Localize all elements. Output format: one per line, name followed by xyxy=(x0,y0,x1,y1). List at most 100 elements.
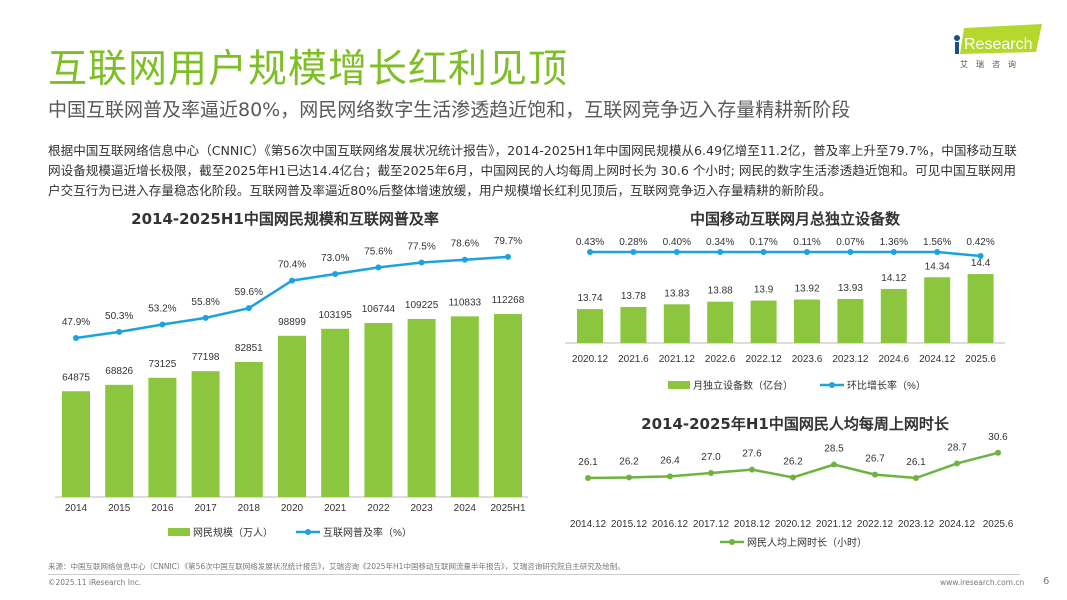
chart1-x-tick: 2023 xyxy=(410,503,433,514)
chart2-point xyxy=(977,253,984,259)
chart3-point xyxy=(831,461,837,468)
chart1-bar xyxy=(234,361,263,497)
chart2-point xyxy=(673,249,680,255)
page-title: 互联网用户规模增长红利见顶 xyxy=(48,47,569,92)
chart3-point xyxy=(790,474,796,481)
chart2-point xyxy=(760,249,767,255)
chart1-bar-label: 109225 xyxy=(405,300,439,311)
chart2-line-label: 0.43% xyxy=(576,237,604,248)
chart1-bar-label: 73125 xyxy=(148,359,176,370)
chart2-x-tick: 2021.6 xyxy=(618,354,649,365)
chart2-legend-line: 环比增长率（%） xyxy=(847,379,926,392)
chart2-point xyxy=(630,249,637,255)
chart3-line-label: 27.6 xyxy=(742,449,762,460)
chart1-line-label: 70.4% xyxy=(278,260,306,271)
chart3-legend-line-marker xyxy=(729,539,735,545)
chart1-point xyxy=(116,328,123,335)
chart1-x-tick: 2015 xyxy=(108,503,131,514)
chart1-bar xyxy=(278,335,306,497)
chart2-title: 中国移动互联网月总独立设备数 xyxy=(689,210,901,228)
page-number: 6 xyxy=(1043,576,1050,587)
chart2-point xyxy=(717,249,724,255)
chart2-x-tick: 2023.6 xyxy=(792,354,823,365)
chart2-x-tick: 2024.12 xyxy=(919,354,956,365)
svg-text:Research: Research xyxy=(964,36,1032,53)
chart3-x-tick: 2024.12 xyxy=(939,519,976,530)
chart1-line-label: 50.3% xyxy=(105,311,133,322)
chart3-x-tick: 2025.6 xyxy=(983,519,1014,530)
chart2-point xyxy=(890,249,897,255)
chart2-x-tick: 2023.12 xyxy=(832,354,869,365)
chart3-x-tick: 2022.12 xyxy=(857,519,894,530)
chart1-line-label: 47.9% xyxy=(62,317,90,328)
chart2-bar-label: 13.9 xyxy=(754,285,774,296)
chart1-bar xyxy=(407,318,436,497)
chart1-bar xyxy=(105,384,134,497)
chart2-x-tick: 2024.6 xyxy=(879,354,910,365)
chart1-bar-label: 64875 xyxy=(62,372,90,383)
chart2-bar xyxy=(924,277,951,343)
chart1-bar xyxy=(321,328,350,497)
chart2-point xyxy=(934,249,941,255)
footer-divider xyxy=(48,574,1020,575)
chart1-bar xyxy=(191,371,220,497)
chart3-line-label: 26.7 xyxy=(865,454,885,465)
chart1-x-tick: 2020 xyxy=(281,503,304,514)
chart1-bar-label: 106744 xyxy=(362,304,396,315)
chart1-line-label: 59.6% xyxy=(235,287,263,298)
chart2-bar xyxy=(663,304,690,343)
chart1-point xyxy=(418,259,425,266)
logo-graphic: Research 艾 瑞 咨 询 xyxy=(954,24,1042,69)
chart1-point xyxy=(202,314,209,321)
chart1-point xyxy=(332,270,339,277)
chart1-legend-line-marker xyxy=(305,529,311,535)
chart3-x-tick: 2018.12 xyxy=(734,519,771,530)
chart3-line-label: 28.7 xyxy=(947,442,967,453)
chart3-point xyxy=(749,466,755,473)
chart1-x-tick: 2016 xyxy=(151,503,174,514)
chart1-point xyxy=(505,253,511,260)
chart3-line-label: 26.1 xyxy=(578,457,598,468)
chart3-legend-line: 网民人均上网时长（小时） xyxy=(747,537,867,549)
chart3-line-label: 28.5 xyxy=(824,444,844,455)
chart1-line-label: 77.5% xyxy=(407,242,435,253)
chart3-x-tick: 2017.12 xyxy=(693,519,730,530)
chart2-line-label: 0.28% xyxy=(619,237,647,248)
chart1-x-tick: 2017 xyxy=(194,503,217,514)
chart3-x-tick: 2016.12 xyxy=(652,519,689,530)
chart1-bar-label: 103195 xyxy=(319,310,353,321)
website-link[interactable]: www.iresearch.com.cn xyxy=(940,578,1025,587)
iresearch-logo: Research 艾 瑞 咨 询 xyxy=(950,24,1045,69)
chart2-bar-label: 13.74 xyxy=(577,293,602,304)
chart3-line-label: 30.6 xyxy=(988,432,1008,443)
chart2-line-label: 0.07% xyxy=(836,237,864,248)
chart1-bar xyxy=(148,377,177,497)
chart2-x-tick: 2022.12 xyxy=(746,354,783,365)
chart2-legend-bar: 月独立设备数（亿台） xyxy=(693,379,793,392)
chart2-point xyxy=(804,249,810,255)
chart1-x-tick: 2025H1 xyxy=(490,503,525,514)
chart2-bar-label: 13.78 xyxy=(621,291,646,302)
chart3-x-tick: 2020.12 xyxy=(775,519,812,530)
chart2-legend-bar-swatch xyxy=(668,381,690,389)
chart1-line-label: 73.0% xyxy=(321,253,349,264)
chart2-bar xyxy=(837,299,864,343)
chart2-x-tick: 2021.12 xyxy=(659,354,696,365)
chart1-x-tick: 2014 xyxy=(65,503,88,514)
chart2-line-label: 0.34% xyxy=(706,237,734,248)
chart2-bar-label: 14.34 xyxy=(925,261,950,272)
chart1-x-tick: 2021 xyxy=(324,503,347,514)
page-subtitle: 中国互联网普及率逼近80%，网民网络数字生活渗透趋近饱和，互联网竞争迈入存量精耕… xyxy=(48,99,851,121)
chart2-line xyxy=(590,250,981,258)
chart1-point xyxy=(375,264,382,271)
chart1-point xyxy=(461,256,468,263)
chart1-line-label: 78.6% xyxy=(451,239,479,250)
chart1-legend-line: 互联网普及率（%） xyxy=(323,526,412,539)
chart1-line-label: 53.2% xyxy=(148,303,176,314)
chart1-x-tick: 2018 xyxy=(238,503,261,514)
chart2-line-label: 1.56% xyxy=(923,237,951,248)
chart2-bar-label: 14.4 xyxy=(971,258,991,269)
chart2-legend-line-marker xyxy=(829,382,835,388)
chart2-line-label: 1.36% xyxy=(880,237,908,248)
chart2-x-tick: 2025.6 xyxy=(965,354,996,365)
